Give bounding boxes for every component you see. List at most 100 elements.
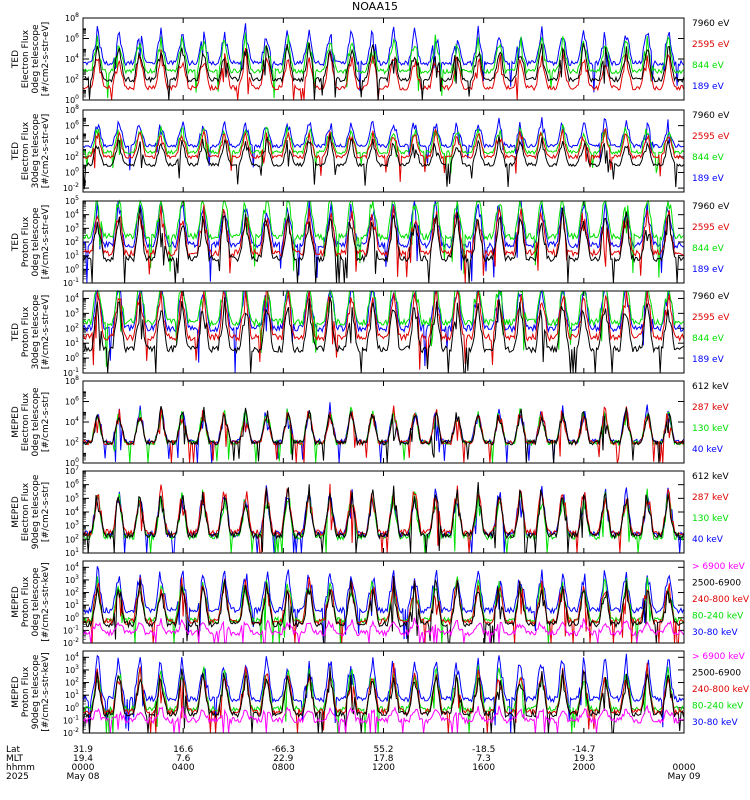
x-tick-label: 7.3 bbox=[477, 754, 491, 764]
y-axis-label-line: MEPED bbox=[11, 406, 21, 438]
legend-entry: 844 eV bbox=[692, 61, 725, 71]
y-tick-label: 103 bbox=[65, 222, 79, 233]
x-tick-label: 22.9 bbox=[273, 754, 293, 764]
x-tick-label: 1200 bbox=[372, 763, 395, 773]
y-axis-label-line: Proton Flux bbox=[21, 666, 31, 717]
y-axis-label-line: TED bbox=[11, 142, 21, 161]
y-tick-label: 101 bbox=[65, 599, 79, 610]
legend-entry: 189 eV bbox=[692, 265, 725, 275]
x-tick-label: 1600 bbox=[472, 763, 495, 773]
series-line bbox=[82, 134, 684, 190]
y-tick-label: 102 bbox=[65, 74, 79, 85]
legend-entry: 2595 eV bbox=[692, 40, 730, 50]
y-axis-label-line: [#/cm2-s-str-eV] bbox=[41, 205, 51, 280]
x-axis-row-label: MLT bbox=[6, 754, 24, 764]
legend-entry: 7960 eV bbox=[692, 19, 730, 29]
y-axis-label: TEDProton Flux30deg telescope[#/cm2-s-st… bbox=[11, 294, 51, 369]
y-tick-label: 100 bbox=[65, 263, 79, 274]
legend-entry: 844 eV bbox=[692, 244, 725, 254]
y-tick-label: 10-2 bbox=[63, 637, 79, 648]
y-tick-label: 104 bbox=[65, 561, 79, 572]
panel-4: TEDProton Flux30deg telescope[#/cm2-s-st… bbox=[11, 289, 730, 378]
y-axis-label-line: [#/cm2-s-str-keV] bbox=[41, 562, 51, 641]
legend-entry: 40 keV bbox=[692, 535, 724, 545]
y-tick-label: 108 bbox=[65, 12, 79, 23]
y-tick-label: 106 bbox=[65, 396, 79, 407]
y-axis-label-line: 90deg telescope bbox=[31, 654, 41, 729]
y-axis-label: MEPEDElectron Flux0deg telescope[#/cm2-s… bbox=[11, 387, 51, 457]
series-line bbox=[82, 483, 684, 554]
series-line bbox=[82, 666, 685, 734]
y-tick-label: 102 bbox=[65, 677, 79, 688]
legend-entry: 2595 eV bbox=[692, 223, 730, 233]
legend-entry: 130 keV bbox=[692, 424, 729, 434]
series-line bbox=[82, 485, 685, 554]
series-line bbox=[82, 199, 684, 278]
series-line bbox=[82, 488, 685, 554]
series-line bbox=[82, 32, 684, 99]
series-line bbox=[82, 405, 685, 464]
y-tick-label: 101 bbox=[65, 250, 79, 261]
series-line bbox=[82, 406, 685, 464]
y-axis-label-line: [#/cm2-s-str-keV] bbox=[41, 652, 51, 731]
x-tick-label: 19.3 bbox=[574, 754, 594, 764]
y-axis-label-line: TED bbox=[11, 50, 21, 69]
y-tick-label: 100 bbox=[65, 612, 79, 623]
x-axis-row-label: Lat bbox=[6, 745, 21, 755]
y-tick-label: 101 bbox=[65, 337, 79, 348]
legend-entry: 612 keV bbox=[692, 382, 729, 392]
series-line bbox=[82, 704, 684, 734]
panel-frame bbox=[82, 109, 685, 193]
x-tick-label: 2000 bbox=[572, 763, 595, 773]
series-line bbox=[82, 575, 684, 644]
series-line bbox=[82, 200, 684, 284]
y-tick-label: 10-1 bbox=[63, 367, 79, 378]
series-line bbox=[82, 23, 684, 93]
series-line bbox=[82, 576, 684, 644]
legend-entry: 287 keV bbox=[692, 403, 729, 413]
y-axis-label-line: Electron Flux bbox=[21, 121, 31, 180]
y-axis-label-line: Proton Flux bbox=[21, 306, 31, 357]
panel-frame bbox=[82, 470, 685, 554]
legend-entry: 2595 eV bbox=[692, 313, 730, 323]
series-line bbox=[82, 405, 685, 464]
y-axis-label-line: 90deg telescope bbox=[31, 474, 41, 549]
x-tick-label: 16.6 bbox=[173, 745, 193, 755]
y-tick-label: 104 bbox=[65, 53, 79, 64]
series-line bbox=[82, 576, 684, 644]
x-tick-label: 17.8 bbox=[373, 754, 393, 764]
legend-entry: 7960 eV bbox=[692, 292, 730, 302]
panel-frame bbox=[82, 380, 685, 464]
x-tick-label: 7.6 bbox=[176, 754, 191, 764]
series-line bbox=[82, 402, 685, 464]
y-tick-label: 102 bbox=[65, 587, 79, 598]
legend-entry: 80-240 keV bbox=[692, 702, 744, 712]
y-axis-label-line: MEPED bbox=[11, 676, 21, 708]
y-axis-label-line: [#/cm2-s-str-eV] bbox=[41, 114, 51, 189]
legend-entry: 287 keV bbox=[692, 493, 729, 503]
legend-entry: 80-240 keV bbox=[692, 612, 744, 622]
y-axis-label-line: [#/cm2-s-str-eV] bbox=[41, 22, 51, 97]
legend-entry: 844 eV bbox=[692, 153, 725, 163]
y-tick-label: 108 bbox=[65, 375, 79, 386]
y-tick-label: 100 bbox=[65, 352, 79, 363]
y-axis-label-line: Proton Flux bbox=[21, 576, 31, 627]
series-line bbox=[82, 617, 685, 644]
legend-entry: 2500-6900 bbox=[692, 579, 741, 589]
legend-entry: 612 keV bbox=[692, 472, 729, 482]
y-tick-label: 108 bbox=[65, 104, 79, 115]
legend-entry: 189 eV bbox=[692, 82, 725, 92]
y-tick-label: 102 bbox=[65, 151, 79, 162]
y-tick-label: 10-1 bbox=[63, 624, 79, 635]
y-axis-label: MEPEDElectron Flux90deg telescope[#/cm2-… bbox=[11, 474, 51, 549]
series-line bbox=[82, 289, 685, 374]
y-axis-label-line: 0deg telescope bbox=[31, 207, 41, 277]
series-line bbox=[82, 127, 684, 182]
legend-entry: 189 eV bbox=[692, 174, 725, 184]
y-axis-label-line: Electron Flux bbox=[21, 29, 31, 88]
legend-entry: 7960 eV bbox=[692, 111, 730, 121]
y-tick-label: 107 bbox=[65, 465, 79, 476]
y-tick-label: 10-1 bbox=[63, 714, 79, 725]
x-tick-label: -18.5 bbox=[472, 745, 495, 755]
y-tick-label: 10-1 bbox=[63, 277, 79, 288]
